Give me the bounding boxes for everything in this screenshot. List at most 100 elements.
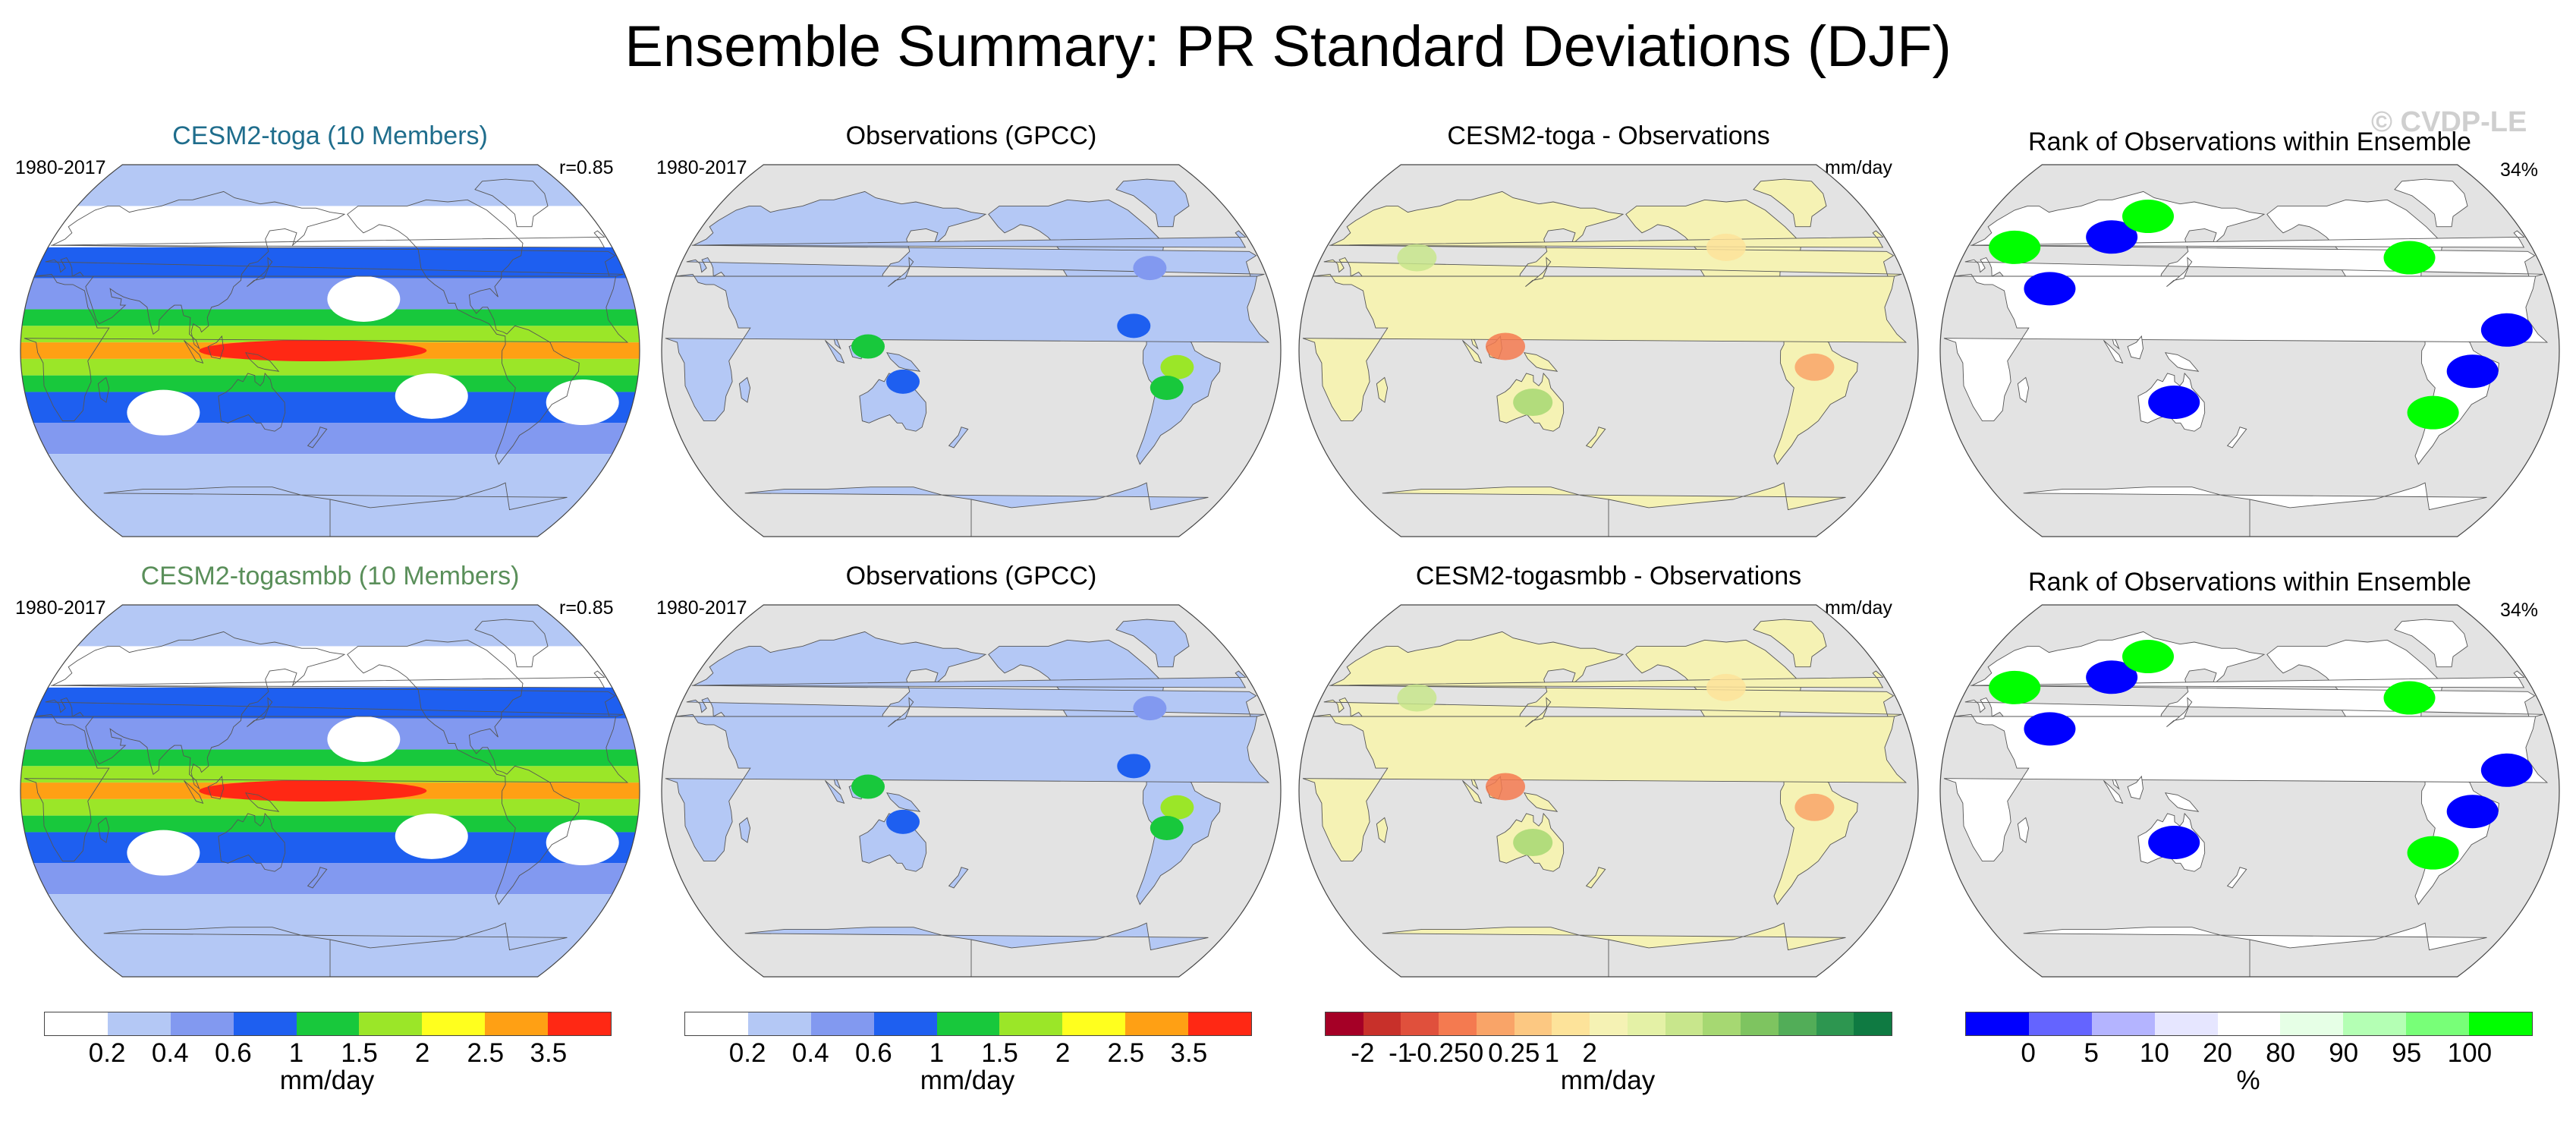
obs-sd-region	[1150, 376, 1184, 400]
percent-label-r1c4: 34%	[2500, 159, 2539, 181]
panel-title-r1c4: Rank of Observations within Ensemble	[2028, 128, 2471, 156]
colorbar-tick-label: 1	[929, 1038, 945, 1068]
land-madagascar	[1376, 376, 1389, 403]
map-r1c4	[1935, 156, 2565, 546]
precip-sd-band	[20, 247, 640, 279]
precip-sd-band	[20, 766, 640, 783]
obs-sd-region	[1133, 696, 1167, 721]
unit-label-r1c3: mm/day	[1825, 157, 1892, 178]
land-newzealand	[2226, 427, 2247, 449]
land-newzealand	[307, 867, 328, 889]
colorbar-swatch	[747, 1012, 811, 1035]
precip-sd-band	[20, 206, 640, 247]
land-africa	[1943, 273, 2549, 422]
precip-sd-maximum	[199, 780, 427, 801]
colorbar-swatch	[1703, 1012, 1741, 1035]
land-africa	[1302, 713, 1908, 862]
land-japan	[888, 257, 914, 287]
colorbar-tick-label: 20	[2202, 1038, 2232, 1068]
watermark: © CVDP-LE	[2371, 106, 2527, 138]
colorbar-swatch	[1514, 1012, 1552, 1035]
colorbar-swatch	[422, 1012, 486, 1035]
colorbar-tick-label: 1	[1544, 1038, 1559, 1068]
land-greenland	[474, 178, 549, 228]
rank-region	[2480, 313, 2533, 347]
rank-region	[2024, 712, 2076, 746]
colorbar-rank	[1965, 1012, 2533, 1036]
rank-region	[2086, 220, 2138, 254]
land-greenland	[2394, 619, 2468, 668]
land-africa	[1943, 713, 2549, 862]
dry-zone	[395, 373, 468, 419]
land-japan	[2166, 697, 2193, 727]
map-r2c3	[1294, 596, 1923, 987]
land-africa	[665, 713, 1270, 862]
colorbar-swatch	[1854, 1012, 1892, 1035]
colorbar-tick-label: 1.5	[341, 1038, 378, 1068]
period-label-r2c1: 1980-2017	[15, 597, 106, 619]
colorbar-tick-label: 2.5	[467, 1038, 505, 1068]
land-africa	[665, 273, 1270, 422]
land-newzealand	[307, 427, 328, 449]
precip-sd-band	[20, 832, 640, 864]
land-antarctica	[103, 922, 568, 977]
rank-region	[2148, 386, 2200, 420]
period-label-r1c1: 1980-2017	[15, 157, 106, 178]
land-sumatra	[1462, 340, 1483, 364]
land-borneo	[207, 775, 224, 800]
colorbar-model-sd	[44, 1012, 612, 1036]
obs-sd-region	[851, 774, 885, 799]
colorbar-tick-label: -0.25	[1408, 1038, 1469, 1068]
land-newguinea	[2165, 792, 2200, 812]
colorbar-swatch	[1778, 1012, 1816, 1035]
land-madagascar	[2017, 817, 2030, 843]
land-africa	[1302, 273, 1908, 422]
colorbar-swatch	[1401, 1012, 1439, 1035]
colorbar-swatch	[2280, 1012, 2344, 1035]
dry-zone	[127, 830, 200, 876]
map-border	[20, 604, 640, 978]
panel-title-r2c4: Rank of Observations within Ensemble	[2028, 568, 2471, 597]
colorbar-tick-label: 0.4	[151, 1038, 189, 1068]
obs-sd-region	[886, 809, 920, 834]
colorbar-swatch	[1816, 1012, 1854, 1035]
colorbar-swatch	[170, 1012, 234, 1035]
land-newguinea	[1524, 352, 1558, 372]
land-japan	[247, 697, 273, 727]
panel-title-r2c2: Observations (GPCC)	[845, 562, 1097, 590]
rank-region	[2086, 660, 2138, 694]
diff-region	[1397, 684, 1437, 712]
land-sumatra	[2103, 340, 2124, 364]
colorbar-swatch	[45, 1012, 108, 1035]
obs-sd-region	[1150, 816, 1184, 840]
colorbar-diff	[1325, 1012, 1892, 1036]
map-r2c4	[1935, 596, 2565, 987]
precip-sd-band	[20, 749, 640, 767]
land-madagascar	[97, 376, 110, 403]
colorbar-unit-3: mm/day	[1560, 1066, 1656, 1095]
precip-sd-band	[20, 815, 640, 833]
land-antarctica	[2023, 482, 2487, 537]
rank-region	[2407, 836, 2459, 870]
land-uk	[1970, 230, 2525, 248]
map-r1c1	[15, 156, 645, 546]
land-japan	[247, 257, 273, 287]
panel-title-r2c1: CESM2-togasmbb (10 Members)	[140, 562, 520, 590]
precip-sd-band	[20, 423, 640, 455]
colorbar-tick-label: 2	[414, 1038, 430, 1068]
colorbar-tick-label: 10	[2139, 1038, 2169, 1068]
rank-region	[2122, 200, 2175, 234]
precip-sd-maximum	[199, 340, 427, 361]
obs-sd-region	[1117, 313, 1151, 339]
rank-region	[2407, 395, 2459, 430]
period-label-r2c2: 1980-2017	[656, 597, 747, 619]
land-eurasia	[45, 191, 624, 350]
diff-region	[1397, 244, 1437, 272]
colorbar-swatch	[1966, 1012, 2029, 1035]
colorbar-tick-label: 0	[2021, 1038, 2036, 1068]
colorbar-swatch	[2154, 1012, 2218, 1035]
land-antarctica	[744, 482, 1209, 537]
colorbar-tick-label: 2	[1582, 1038, 1597, 1068]
obs-sd-region	[1160, 795, 1194, 820]
colorbar-tick-label: -1	[1389, 1038, 1413, 1068]
